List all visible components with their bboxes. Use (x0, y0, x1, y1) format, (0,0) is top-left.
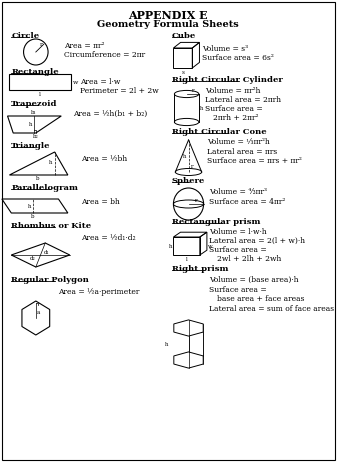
Text: Surface area = 4πr²: Surface area = 4πr² (209, 198, 286, 206)
Text: r: r (40, 42, 42, 47)
Text: Area = ½a·perimeter: Area = ½a·perimeter (59, 288, 140, 296)
Text: Circle: Circle (11, 32, 39, 40)
Text: Area = ½h(b₁ + b₂): Area = ½h(b₁ + b₂) (74, 110, 148, 118)
Text: l: l (186, 257, 187, 262)
Text: a: a (37, 310, 40, 315)
Text: h: h (200, 105, 203, 110)
Text: r: r (191, 164, 194, 169)
Text: b: b (36, 176, 40, 181)
Text: Area = bh: Area = bh (81, 198, 120, 206)
Text: Surface area =: Surface area = (206, 105, 263, 113)
Text: r: r (191, 88, 194, 93)
Text: Volume = πr²h: Volume = πr²h (206, 87, 261, 95)
Text: Rhombus or Kite: Rhombus or Kite (11, 222, 91, 230)
Text: Circumference = 2πr: Circumference = 2πr (64, 51, 145, 59)
Text: l: l (39, 92, 41, 97)
Text: Right prism: Right prism (172, 265, 228, 273)
Text: h: h (27, 203, 31, 208)
Text: Lateral area = sum of face areas: Lateral area = sum of face areas (209, 305, 335, 313)
Text: Surface area = πrs + πr²: Surface area = πrs + πr² (207, 157, 302, 165)
Text: APPENDIX E: APPENDIX E (128, 10, 207, 21)
Text: r: r (195, 198, 197, 203)
Text: Perimeter = 2l + 2w: Perimeter = 2l + 2w (80, 87, 159, 95)
Text: Rectangular prism: Rectangular prism (172, 218, 260, 226)
Text: Area = ½d₁·d₂: Area = ½d₁·d₂ (81, 234, 136, 242)
Text: base area + face areas: base area + face areas (217, 295, 304, 303)
Text: Parallelogram: Parallelogram (11, 184, 78, 192)
Text: b: b (31, 214, 35, 219)
Text: Area = l·w: Area = l·w (80, 78, 121, 86)
Text: Cube: Cube (172, 32, 196, 40)
Text: Sphere: Sphere (172, 177, 205, 185)
Text: Geometry Formula Sheets: Geometry Formula Sheets (97, 20, 238, 29)
Text: Right Circular Cone: Right Circular Cone (172, 128, 266, 136)
Text: Surface area = 6s²: Surface area = 6s² (202, 54, 273, 62)
Text: Regular Polygon: Regular Polygon (11, 276, 89, 284)
Text: Lateral area = 2(l + w)·h: Lateral area = 2(l + w)·h (209, 237, 305, 245)
Text: h: h (183, 153, 187, 158)
Text: Area = πr²: Area = πr² (64, 42, 105, 50)
Text: Surface area =: Surface area = (209, 286, 267, 294)
Text: Volume = s³: Volume = s³ (202, 45, 248, 53)
Text: Volume = ⁴⁄₃πr³: Volume = ⁴⁄₃πr³ (209, 188, 267, 196)
Text: Volume = (base area)·h: Volume = (base area)·h (209, 276, 299, 284)
Text: Trapezoid: Trapezoid (11, 100, 58, 108)
Text: d₁: d₁ (43, 249, 49, 255)
Text: Lateral area = 2πrh: Lateral area = 2πrh (206, 96, 282, 104)
Bar (9, 74, 71, 90)
Text: d₂: d₂ (30, 256, 36, 261)
Bar (174, 48, 192, 68)
Text: Right Circular Cylinder: Right Circular Cylinder (172, 76, 282, 84)
Text: 2wl + 2lh + 2wh: 2wl + 2lh + 2wh (217, 255, 281, 263)
Text: w: w (208, 243, 212, 249)
Bar (174, 237, 200, 255)
Text: h: h (29, 122, 32, 127)
Text: Triangle: Triangle (11, 142, 51, 150)
Text: Surface area =: Surface area = (209, 246, 267, 254)
Text: w: w (72, 79, 78, 85)
Text: Rectangle: Rectangle (11, 68, 59, 76)
Text: h: h (165, 341, 169, 346)
Text: Lateral area = πrs: Lateral area = πrs (207, 148, 278, 156)
Text: Volume = ⅓πr²h: Volume = ⅓πr²h (207, 138, 270, 146)
Text: b₂: b₂ (33, 134, 39, 139)
Text: Volume = l·w·h: Volume = l·w·h (209, 228, 267, 236)
Text: Area = ½bh: Area = ½bh (81, 155, 127, 163)
Text: h: h (49, 160, 53, 165)
Text: s: s (181, 70, 184, 75)
Text: h: h (169, 243, 172, 249)
Text: b₁: b₁ (31, 110, 37, 115)
Text: 2πrh + 2πr²: 2πrh + 2πr² (213, 114, 258, 122)
